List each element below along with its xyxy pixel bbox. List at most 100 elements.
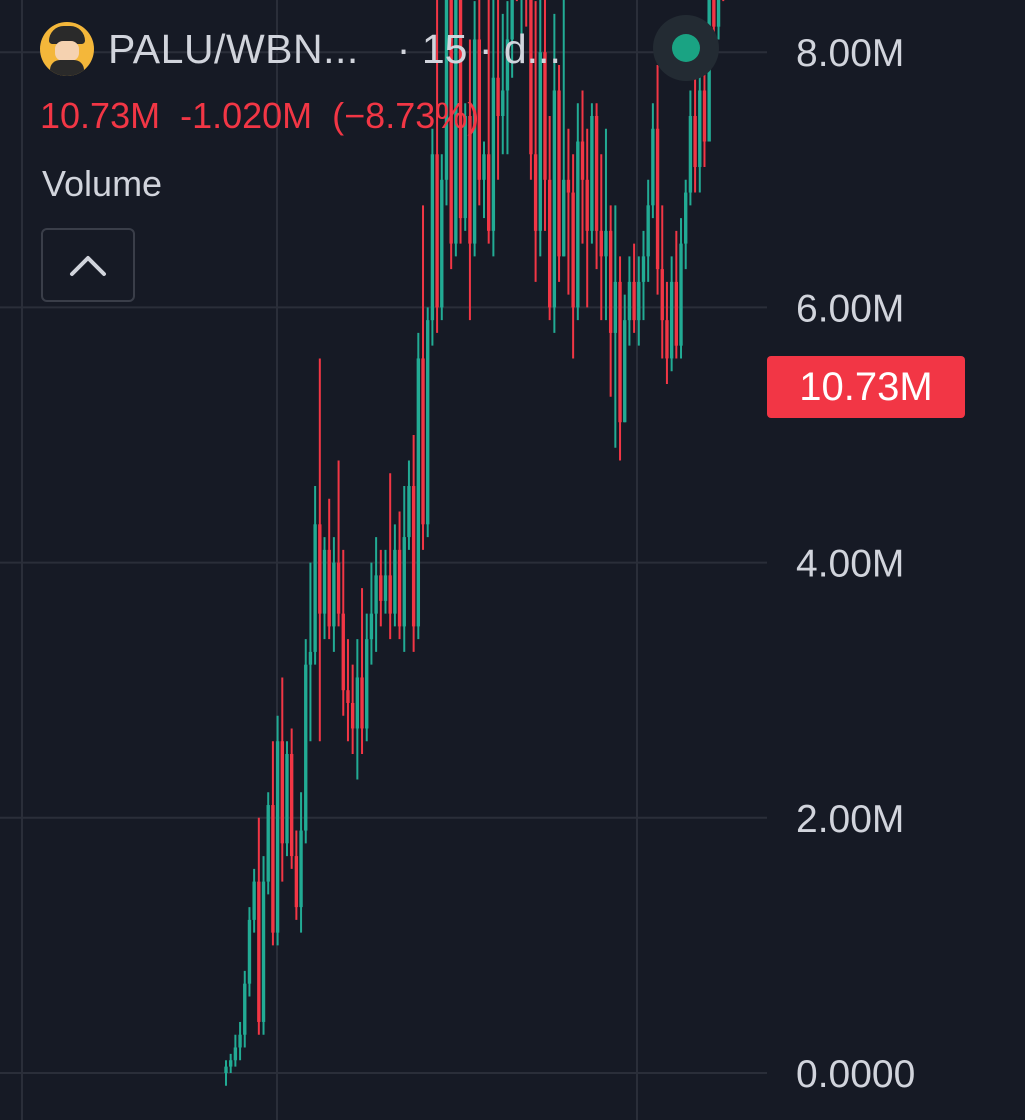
market-status-indicator[interactable] [653,15,719,81]
candle-body [646,205,650,257]
candle-body [341,613,345,691]
candle-body [332,562,336,627]
candle-body [529,0,533,155]
candle-body [275,741,280,933]
candle-body [444,0,449,180]
candle-body [416,358,421,627]
candle-body [360,677,364,729]
candle-body [421,358,425,525]
last-price-tag: 10.73M [767,356,965,418]
candle-body [383,575,388,601]
candle-body [684,192,688,244]
candle-body [533,154,538,231]
candle-body [289,754,294,857]
candle-body [637,281,641,321]
candle-body [369,613,374,640]
candle-body [257,881,261,1022]
candle-body [271,805,275,933]
candle-body [623,320,627,423]
price-change-abs: -1.020M [180,95,313,136]
candle-body [698,90,702,168]
candle-body [247,919,252,984]
candle-body [608,230,613,333]
price-change-pct: (−8.73%) [332,95,480,136]
candle-body [397,549,402,627]
candle-body [716,0,721,27]
candle-body [712,0,716,27]
candle-body [632,281,636,321]
candle-body [613,281,618,333]
candle-body [487,154,491,231]
candle-body [365,639,369,729]
last-price: 10.73M [40,95,161,136]
candle-body [468,116,472,244]
interval-meta[interactable]: · 15 · d... [396,25,561,72]
candle-body [224,1066,228,1073]
candle-body [313,524,317,652]
candle-body [280,741,284,844]
candle-body [674,281,679,346]
y-tick-label: 2.00M [796,798,904,841]
y-tick-label: 4.00M [796,543,904,586]
candle-body [454,0,458,244]
candle-body [562,179,566,257]
candle-body [285,754,289,844]
volume-indicator-label[interactable]: Volume [42,163,163,204]
candle-body [430,154,435,321]
candle-body [233,1047,238,1061]
candle-body [374,575,378,614]
candle-body [355,677,360,729]
candle-body [688,116,693,193]
candle-body [336,562,341,614]
status-dot-icon [672,34,700,62]
candle-body [566,179,571,193]
candle-body [327,549,331,627]
candle-body [655,128,660,270]
candle-body [393,549,397,614]
candle-body [580,141,585,180]
y-tick-label: 0.0000 [796,1053,915,1096]
pair-title[interactable]: PALU/WBN... [108,25,359,72]
candle-body [411,486,416,627]
candle-body [669,281,674,359]
candle-body [501,90,505,116]
candle-body [458,0,463,219]
candle-body [552,90,557,308]
candle-body [510,0,514,40]
candle-body [407,486,411,538]
candle-body [294,856,299,908]
price-change-row: 10.73M -1.020M (−8.73%) [40,95,479,137]
candle-body [449,0,453,244]
candle-body [547,179,552,308]
candle-body [379,575,383,601]
candle-body [679,243,683,346]
candle-body [346,690,350,703]
candle-body [505,39,510,91]
candle-body [318,524,322,614]
candle-body [388,575,392,614]
chart-header: PALU/WBN... · 15 · d... [40,22,561,76]
candle-body [426,320,430,525]
candle-body [402,537,406,627]
candle-body [538,52,542,231]
candle-body [543,52,547,180]
candle-body [651,128,655,206]
candle-body [243,983,247,1035]
token-avatar-icon[interactable] [40,22,94,76]
candle-body [585,179,589,231]
candle-body [660,269,664,321]
candle-body [594,116,599,231]
candle-body [641,256,646,282]
candle-body [496,77,500,116]
candle-body [238,1034,242,1048]
candle-body [604,230,608,257]
candle-body [322,549,327,614]
collapse-indicators-button[interactable] [41,228,135,302]
candle-body [627,281,632,321]
candle-body [463,116,467,219]
candle-body [299,830,303,908]
candle-body [665,320,669,359]
candle-body [482,154,486,180]
candle-body [693,116,697,168]
